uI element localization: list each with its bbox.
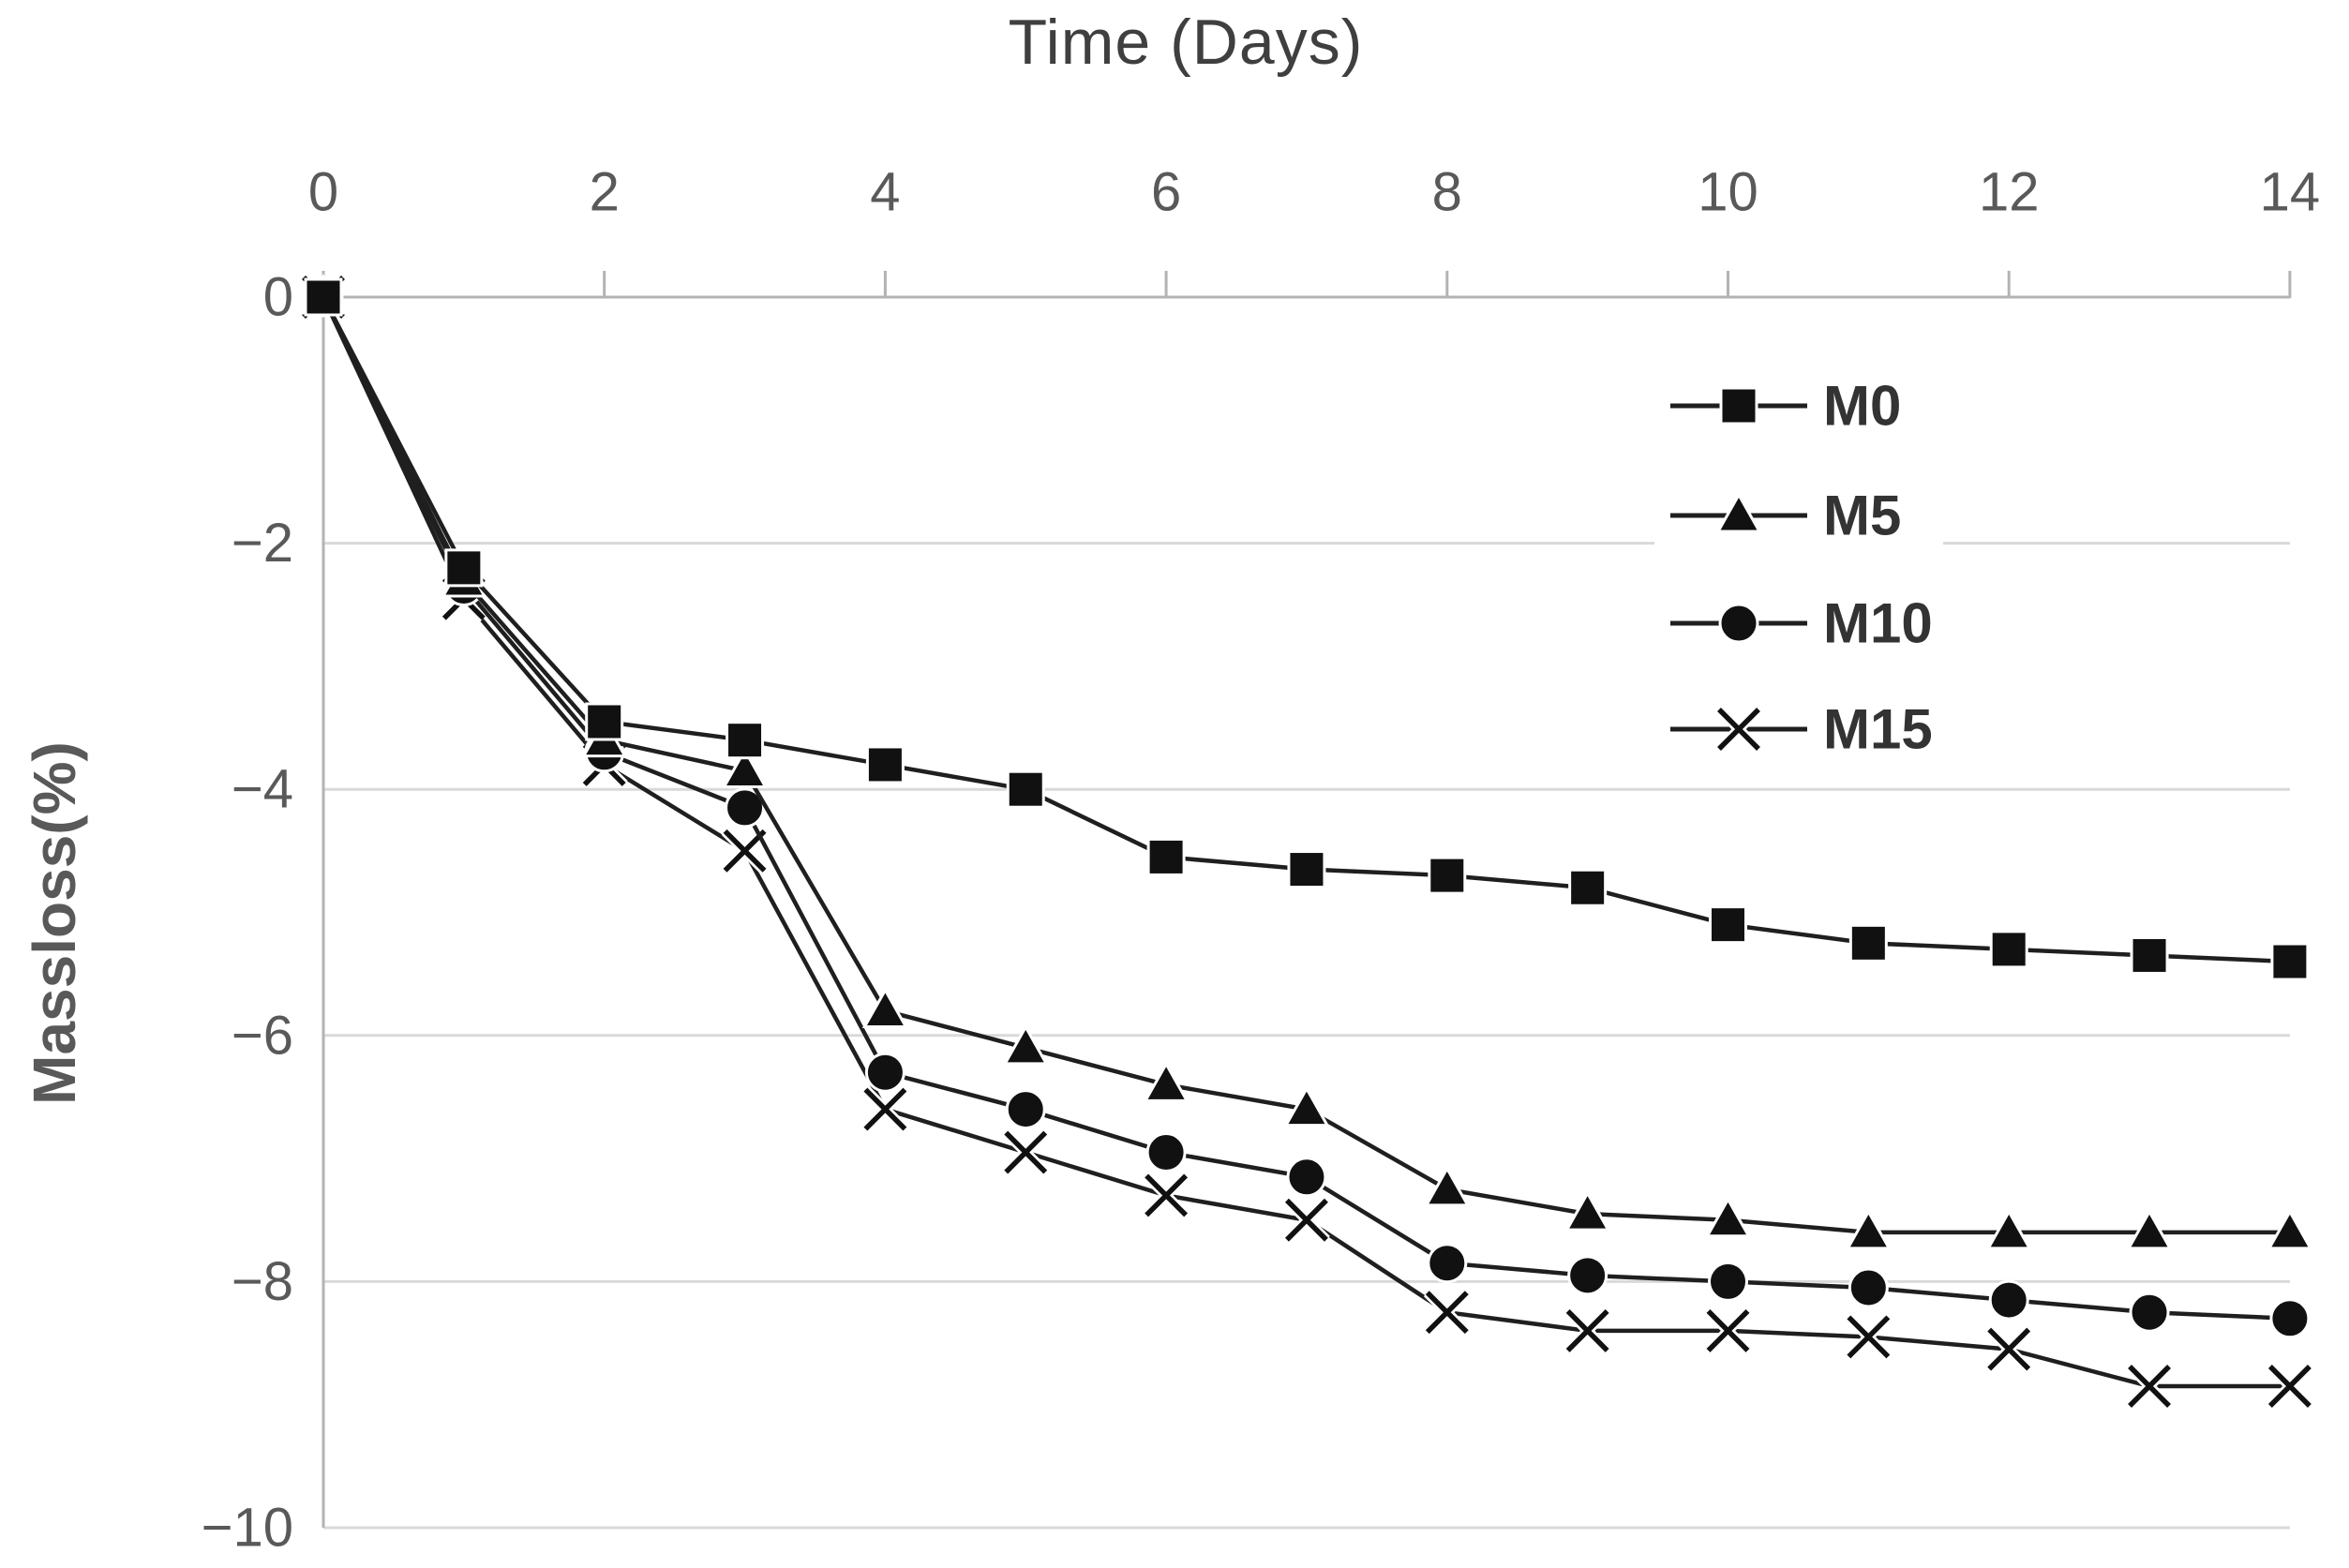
- square-marker-icon: [2130, 935, 2169, 975]
- circle-marker-icon: [1427, 1243, 1468, 1284]
- y-tick-label: 0: [263, 267, 293, 328]
- circle-marker-icon: [1567, 1255, 1608, 1296]
- triangle-marker-icon: [1002, 1023, 1049, 1066]
- x-tick-label: 14: [2260, 162, 2321, 223]
- x-tick-label: 8: [1432, 162, 1462, 223]
- legend-background: [1654, 368, 1943, 769]
- circle-marker-icon: [1718, 603, 1759, 644]
- series-M0: [304, 277, 2310, 981]
- x-marker-icon: [1706, 1308, 1750, 1352]
- square-marker-icon: [444, 548, 484, 588]
- y-tick-label: −10: [202, 1498, 293, 1559]
- triangle-marker-icon: [2126, 1208, 2173, 1250]
- triangle-marker-icon: [861, 987, 908, 1029]
- square-marker-icon: [1709, 905, 1747, 945]
- circle-marker-icon: [1005, 1089, 1046, 1130]
- triangle-marker-icon: [1845, 1208, 1892, 1250]
- legend-item-M5: M5: [1670, 485, 1901, 547]
- circle-marker-icon: [725, 787, 766, 829]
- triangle-marker-icon: [1564, 1190, 1611, 1232]
- triangle-marker-icon: [721, 747, 769, 789]
- square-marker-icon: [1568, 868, 1608, 907]
- circle-marker-icon: [1708, 1261, 1748, 1302]
- triangle-marker-icon: [2267, 1208, 2313, 1250]
- y-tick-label: −2: [232, 513, 293, 574]
- legend-label-M15: M15: [1823, 698, 1933, 761]
- circle-marker-icon: [2269, 1298, 2311, 1339]
- x-tick-label: 12: [1979, 162, 2040, 223]
- legend-item-M10: M10: [1670, 592, 1933, 655]
- triangle-marker-icon: [1985, 1208, 2032, 1250]
- x-marker-icon: [1987, 1327, 2031, 1371]
- x-marker-icon: [1565, 1308, 1609, 1352]
- square-marker-icon: [865, 745, 905, 784]
- triangle-marker-icon: [1143, 1061, 1189, 1102]
- chart-title: Time (Days): [1008, 7, 1364, 78]
- x-marker-icon: [863, 1087, 907, 1131]
- y-tick-label: −8: [232, 1251, 293, 1312]
- x-tick-label: 0: [308, 162, 338, 223]
- square-marker-icon: [1719, 386, 1758, 426]
- x-marker-icon: [2267, 1365, 2312, 1408]
- triangle-marker-icon: [1704, 1196, 1752, 1238]
- y-tick-label: −6: [232, 1005, 293, 1066]
- series-M5: [300, 273, 2313, 1250]
- square-marker-icon: [585, 702, 624, 741]
- x-marker-icon: [1004, 1130, 1048, 1174]
- circle-marker-icon: [1988, 1279, 2029, 1321]
- x-tick-label: 4: [870, 162, 900, 223]
- legend-item-M0: M0: [1670, 375, 1901, 438]
- square-marker-icon: [1146, 837, 1186, 876]
- triangle-marker-icon: [1283, 1085, 1330, 1127]
- circle-marker-icon: [1848, 1267, 1889, 1308]
- circle-marker-icon: [864, 1052, 905, 1093]
- x-marker-icon: [1717, 708, 1760, 751]
- x-tick-label: 10: [1698, 162, 1758, 223]
- series-M10: [303, 276, 2311, 1339]
- triangle-marker-icon: [1424, 1165, 1471, 1207]
- circle-marker-icon: [1145, 1132, 1187, 1173]
- legend: M0 M5 M10 M15: [1654, 368, 1943, 769]
- circle-marker-icon: [1286, 1157, 1327, 1198]
- square-marker-icon: [1006, 769, 1045, 809]
- y-tick-label: −4: [232, 759, 293, 820]
- square-marker-icon: [1989, 930, 2028, 969]
- circle-marker-icon: [2129, 1292, 2170, 1333]
- x-marker-icon: [1285, 1198, 1328, 1242]
- x-marker-icon: [723, 829, 767, 873]
- x-tick-label: 6: [1151, 162, 1181, 223]
- square-marker-icon: [1428, 856, 1467, 895]
- square-marker-icon: [1848, 923, 1888, 963]
- legend-label-M5: M5: [1823, 485, 1901, 547]
- square-marker-icon: [304, 277, 343, 317]
- x-marker-icon: [1425, 1291, 1469, 1335]
- square-marker-icon: [726, 721, 765, 760]
- y-axis-title: Massloss(%): [21, 741, 88, 1105]
- triangle-marker-icon: [1715, 491, 1762, 533]
- legend-label-M10: M10: [1823, 592, 1933, 655]
- square-marker-icon: [1287, 850, 1326, 889]
- x-tick-label: 2: [590, 162, 620, 223]
- legend-item-M15: M15: [1670, 698, 1933, 761]
- square-marker-icon: [2270, 942, 2310, 981]
- x-marker-icon: [1145, 1173, 1189, 1217]
- x-marker-icon: [2128, 1365, 2171, 1408]
- x-marker-icon: [1847, 1315, 1891, 1359]
- legend-label-M0: M0: [1823, 375, 1901, 438]
